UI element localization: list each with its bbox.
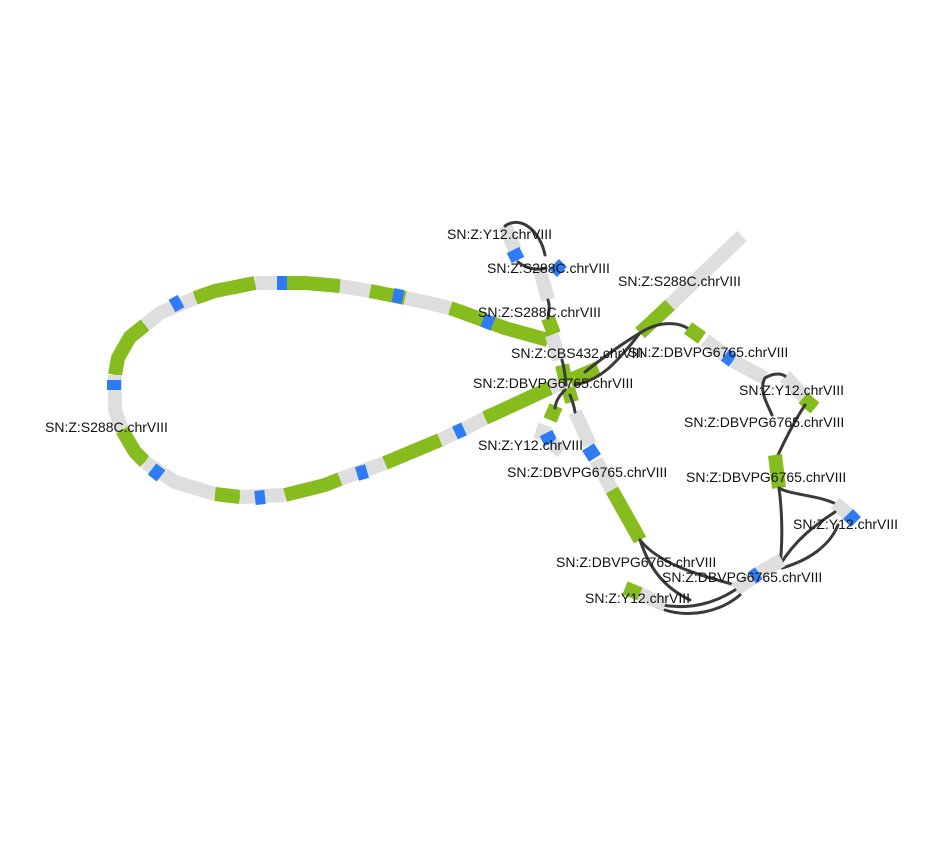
variant-marker[interactable] [480, 313, 496, 331]
big-loop-path [107, 276, 573, 505]
label-bottom-dbvpg-a: SN:Z:DBVPG6765.chrVIII [556, 554, 716, 570]
variant-marker[interactable] [168, 294, 185, 313]
center-cluster [533, 333, 647, 544]
link-edge [776, 403, 807, 457]
variant-marker[interactable] [582, 443, 601, 462]
node-labels: SN:Z:S288C.chrVIII SN:Z:Y12.chrVIII SN:Z… [45, 226, 898, 606]
node-segment[interactable] [700, 334, 730, 361]
node-segment[interactable] [547, 437, 567, 458]
node-segment[interactable] [755, 553, 786, 580]
link-edge [503, 220, 547, 257]
node-segment[interactable] [533, 268, 555, 302]
node-segment[interactable] [192, 276, 257, 305]
link-edge [546, 298, 551, 320]
node-segment[interactable] [403, 291, 452, 315]
top-right-branch [573, 230, 747, 387]
variant-marker[interactable] [843, 509, 861, 527]
variant-marker[interactable] [539, 429, 558, 447]
variant-marker[interactable] [549, 259, 567, 277]
link-edge [780, 523, 840, 570]
label-big-loop: SN:Z:S288C.chrVIII [45, 419, 168, 435]
link-edge [777, 486, 784, 567]
link-edge [638, 538, 692, 602]
label-center-y12: SN:Z:Y12.chrVIII [478, 437, 583, 453]
link-edge [573, 331, 642, 387]
node-segment[interactable] [779, 371, 811, 403]
node-segment[interactable] [683, 322, 707, 344]
label-top-s288c-a: SN:Z:S288C.chrVIII [487, 260, 610, 276]
node-segment[interactable] [567, 361, 601, 387]
node-segment[interactable] [285, 276, 341, 293]
variant-marker[interactable] [452, 422, 467, 440]
node-segment[interactable] [108, 319, 150, 377]
node-segment[interactable] [115, 426, 150, 467]
node-segment[interactable] [283, 472, 343, 502]
label-center-dbvpg-b: SN:Z:DBVPG6765.chrVIII [473, 375, 633, 391]
node-segment[interactable] [665, 230, 747, 311]
label-right-dbvpg-b: SN:Z:DBVPG6765.chrVIII [686, 469, 846, 485]
node-segment[interactable] [730, 572, 757, 596]
node-segment[interactable] [637, 587, 668, 612]
label-right-y12-b: SN:Z:Y12.chrVIII [793, 516, 898, 532]
node-segment[interactable] [214, 487, 241, 504]
node-segment[interactable] [635, 299, 675, 339]
node-segment[interactable] [568, 409, 597, 448]
link-edge [763, 372, 787, 380]
node-segment[interactable] [541, 315, 561, 337]
label-bottom-y12: SN:Z:Y12.chrVIII [585, 590, 690, 606]
node-segment[interactable] [140, 291, 198, 331]
link-edge [568, 393, 577, 414]
label-center-cbs: SN:Z:CBS432.chrVIII [511, 345, 643, 361]
node-segment[interactable] [830, 497, 853, 520]
node-segment[interactable] [798, 392, 820, 414]
link-edge [660, 588, 737, 609]
node-segment[interactable] [382, 433, 443, 470]
label-right-y12-a: SN:Z:Y12.chrVIII [739, 382, 844, 398]
label-bottom-dbvpg-b: SN:Z:DBVPG6765.chrVIII [662, 569, 822, 585]
link-edge [638, 538, 737, 587]
variant-marker[interactable] [720, 349, 738, 367]
link-edge [777, 486, 840, 507]
variant-marker[interactable] [354, 464, 370, 481]
link-edge [778, 510, 837, 567]
node-segment[interactable] [338, 279, 372, 298]
link-edge [553, 388, 567, 410]
link-edge [761, 376, 774, 417]
link-edge [516, 260, 548, 271]
variant-marker[interactable] [747, 567, 764, 584]
label-center-dbvpg-a: SN:Z:DBVPG6765.chrVIII [628, 344, 788, 360]
node-segment[interactable] [437, 411, 489, 447]
link-edge [583, 331, 642, 374]
node-segment[interactable] [622, 581, 643, 601]
label-top-right-s288c: SN:Z:S288C.chrVIII [618, 273, 741, 289]
node-segment[interactable] [605, 486, 647, 544]
label-center-dbvpg-c: SN:Z:DBVPG6765.chrVIII [507, 464, 667, 480]
node-segment[interactable] [589, 456, 619, 494]
right-cycle [683, 322, 861, 570]
label-top-y12: SN:Z:Y12.chrVIII [447, 226, 552, 242]
node-segment[interactable] [498, 223, 522, 253]
variant-marker[interactable] [506, 246, 525, 264]
bottom-cluster [622, 538, 786, 615]
node-segment[interactable] [768, 454, 786, 489]
link-edge [560, 358, 568, 387]
link-edge [663, 593, 742, 615]
variant-marker[interactable] [147, 463, 166, 482]
link-edge [638, 322, 692, 335]
node-segment[interactable] [729, 354, 769, 385]
variant-marker[interactable] [391, 288, 405, 304]
node-segment[interactable] [482, 381, 553, 425]
node-segment[interactable] [545, 333, 566, 362]
label-right-dbvpg-a: SN:Z:DBVPG6765.chrVIII [684, 414, 844, 430]
label-top-s288c-b: SN:Z:S288C.chrVIII [478, 304, 601, 320]
variant-marker[interactable] [254, 490, 266, 505]
top-cluster [498, 220, 567, 337]
